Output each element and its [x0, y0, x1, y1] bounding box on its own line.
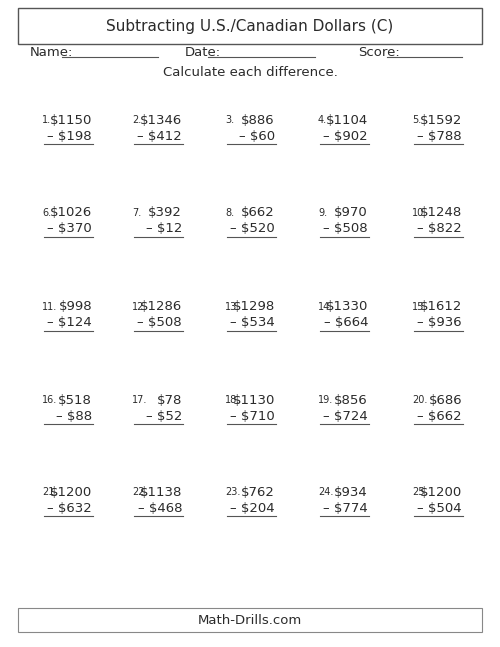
Text: 2.: 2. [132, 115, 141, 125]
Text: 13.: 13. [225, 302, 240, 312]
Text: $1104: $1104 [326, 113, 368, 127]
Text: $1138: $1138 [140, 485, 182, 498]
Text: $518: $518 [58, 393, 92, 406]
Text: Name:: Name: [30, 45, 74, 58]
Text: $998: $998 [58, 300, 92, 314]
Text: 20.: 20. [412, 395, 428, 405]
Text: Subtracting U.S./Canadian Dollars (C): Subtracting U.S./Canadian Dollars (C) [106, 19, 394, 34]
Text: 17.: 17. [132, 395, 148, 405]
Text: Date:: Date: [185, 45, 221, 58]
Bar [18, 8, 482, 44]
Text: – $822: – $822 [417, 223, 462, 236]
Text: 9.: 9. [318, 208, 327, 218]
Text: 5.: 5. [412, 115, 421, 125]
Text: $970: $970 [334, 206, 368, 219]
Text: – $936: – $936 [418, 316, 462, 329]
Text: 16.: 16. [42, 395, 57, 405]
Text: $1286: $1286 [140, 300, 182, 314]
Text: $886: $886 [242, 113, 275, 127]
Text: – $788: – $788 [418, 129, 462, 142]
Text: – $508: – $508 [138, 316, 182, 329]
Text: – $52: – $52 [146, 410, 182, 422]
Text: 19.: 19. [318, 395, 333, 405]
Text: – $198: – $198 [48, 129, 92, 142]
Text: 21.: 21. [42, 487, 58, 497]
Text: 25.: 25. [412, 487, 428, 497]
Text: 10.: 10. [412, 208, 427, 218]
Text: $762: $762 [241, 485, 275, 498]
Text: – $204: – $204 [230, 501, 275, 514]
Text: – $12: – $12 [146, 223, 182, 236]
Text: $1592: $1592 [420, 113, 462, 127]
Text: $1026: $1026 [50, 206, 92, 219]
Text: 8.: 8. [225, 208, 234, 218]
Text: Math-Drills.com: Math-Drills.com [198, 613, 302, 626]
Text: – $508: – $508 [324, 223, 368, 236]
Text: – $902: – $902 [324, 129, 368, 142]
Text: $392: $392 [148, 206, 182, 219]
Text: $934: $934 [334, 485, 368, 498]
Text: – $534: – $534 [230, 316, 275, 329]
Text: $1298: $1298 [233, 300, 275, 314]
Text: $662: $662 [241, 206, 275, 219]
Text: – $662: – $662 [418, 410, 462, 422]
Text: $1612: $1612 [420, 300, 462, 314]
Text: $1200: $1200 [50, 485, 92, 498]
Text: – $632: – $632 [47, 501, 92, 514]
Text: 4.: 4. [318, 115, 327, 125]
Text: $856: $856 [334, 393, 368, 406]
Text: – $412: – $412 [137, 129, 182, 142]
Text: – $504: – $504 [418, 501, 462, 514]
Text: 12.: 12. [132, 302, 148, 312]
Text: – $520: – $520 [230, 223, 275, 236]
Bar [18, 608, 482, 632]
Text: 14.: 14. [318, 302, 333, 312]
Text: – $664: – $664 [324, 316, 368, 329]
Text: – $370: – $370 [47, 223, 92, 236]
Text: $78: $78 [156, 393, 182, 406]
Text: 11.: 11. [42, 302, 57, 312]
Text: 18.: 18. [225, 395, 240, 405]
Text: – $124: – $124 [47, 316, 92, 329]
Text: – $710: – $710 [230, 410, 275, 422]
Text: $686: $686 [428, 393, 462, 406]
Text: – $724: – $724 [323, 410, 368, 422]
Text: Score:: Score: [358, 45, 400, 58]
Text: 6.: 6. [42, 208, 51, 218]
Text: – $60: – $60 [239, 129, 275, 142]
Text: – $468: – $468 [138, 501, 182, 514]
Text: $1150: $1150 [50, 113, 92, 127]
Text: 1.: 1. [42, 115, 51, 125]
Text: $1248: $1248 [420, 206, 462, 219]
Text: Calculate each difference.: Calculate each difference. [162, 65, 338, 78]
Text: $1130: $1130 [232, 393, 275, 406]
Text: 7.: 7. [132, 208, 141, 218]
Text: $1346: $1346 [140, 113, 182, 127]
Text: – $774: – $774 [323, 501, 368, 514]
Text: 24.: 24. [318, 487, 334, 497]
Text: 3.: 3. [225, 115, 234, 125]
Text: – $88: – $88 [56, 410, 92, 422]
Text: $1330: $1330 [326, 300, 368, 314]
Text: $1200: $1200 [420, 485, 462, 498]
Text: 22.: 22. [132, 487, 148, 497]
Text: 23.: 23. [225, 487, 240, 497]
Text: 15.: 15. [412, 302, 428, 312]
